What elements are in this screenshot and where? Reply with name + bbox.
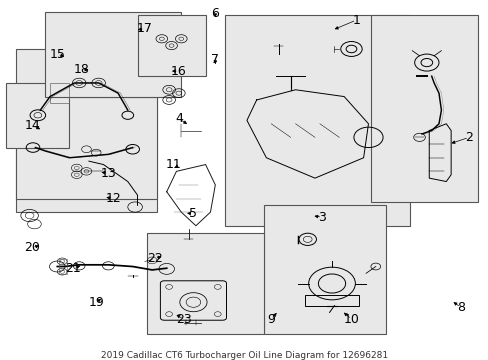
Text: 19: 19 <box>88 296 104 309</box>
Text: 13: 13 <box>100 167 116 180</box>
Text: 22: 22 <box>146 252 162 265</box>
Text: 21: 21 <box>65 262 81 275</box>
Bar <box>45 12 181 96</box>
Text: 17: 17 <box>137 22 152 35</box>
Bar <box>224 15 409 226</box>
Bar <box>16 96 157 198</box>
Text: 9: 9 <box>267 313 275 326</box>
Bar <box>137 15 205 76</box>
Text: 8: 8 <box>456 301 464 314</box>
Text: 2: 2 <box>464 131 472 144</box>
Text: 7: 7 <box>211 53 219 66</box>
Bar <box>264 205 385 334</box>
Bar <box>147 233 264 334</box>
Text: 20: 20 <box>24 241 40 254</box>
Text: 11: 11 <box>166 158 182 171</box>
Bar <box>370 15 477 202</box>
Text: 1: 1 <box>352 14 360 27</box>
Text: 12: 12 <box>105 192 121 205</box>
Text: 6: 6 <box>211 7 219 20</box>
Text: 18: 18 <box>74 63 89 76</box>
Text: 16: 16 <box>171 64 186 77</box>
Text: 15: 15 <box>49 48 65 60</box>
Bar <box>50 83 69 103</box>
Bar <box>59 259 66 274</box>
Text: 10: 10 <box>343 313 359 326</box>
Text: 5: 5 <box>189 207 197 220</box>
Text: 4: 4 <box>175 112 183 125</box>
Bar <box>6 83 69 148</box>
Text: 23: 23 <box>176 313 191 326</box>
Text: 2019 Cadillac CT6 Turbocharger Oil Line Diagram for 12696281: 2019 Cadillac CT6 Turbocharger Oil Line … <box>101 351 387 360</box>
Text: 3: 3 <box>318 211 325 224</box>
Bar <box>305 296 358 306</box>
Bar <box>16 49 157 212</box>
Text: 14: 14 <box>25 119 41 132</box>
